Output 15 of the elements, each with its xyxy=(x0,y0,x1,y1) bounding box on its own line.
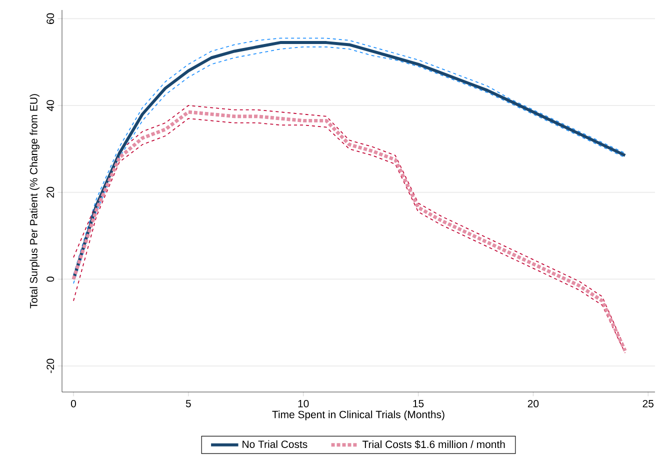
y-axis-title: Total Surplus Per Patient (% Change from EU) xyxy=(30,94,40,308)
x-tick-label: 15 xyxy=(413,400,424,408)
y-tick-label: 0 xyxy=(46,276,54,282)
y-tick-label: 60 xyxy=(46,13,54,24)
x-axis-title: Time Spent in Clinical Trials (Months) xyxy=(272,410,444,420)
x-tick-label: 25 xyxy=(642,400,654,408)
y-tick-label: 20 xyxy=(46,186,54,198)
y-tick-label: 40 xyxy=(46,100,54,112)
x-tick-label: 5 xyxy=(186,400,191,408)
x-tick-label: 10 xyxy=(298,400,309,408)
y-tick-label: -20 xyxy=(46,358,54,374)
legend-label: No Trial Costs xyxy=(242,440,308,448)
x-tick-label: 20 xyxy=(528,400,539,408)
legend-label: Trial Costs $1.6 million / month xyxy=(362,440,505,449)
x-tick-label: 0 xyxy=(70,400,76,408)
